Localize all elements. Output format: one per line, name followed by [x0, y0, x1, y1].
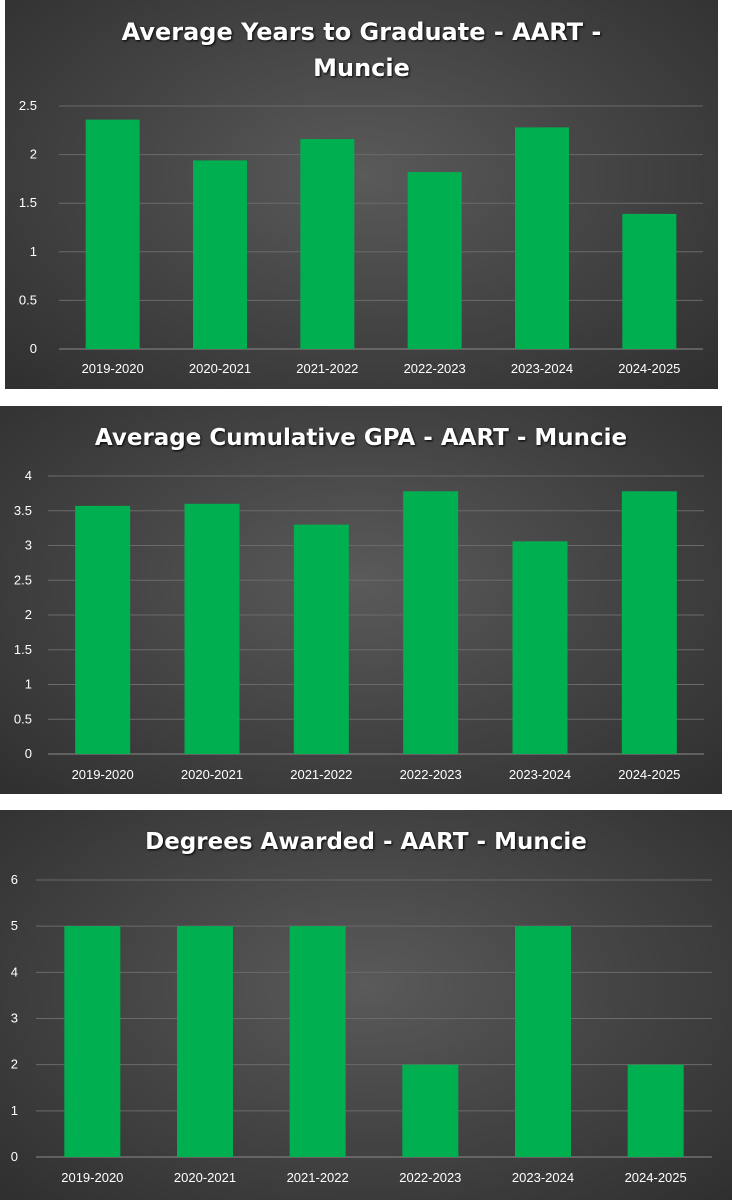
x-tick-label: 2022-2023 [399, 1170, 461, 1185]
bar [402, 1064, 459, 1157]
x-tick-label: 2024-2025 [618, 361, 680, 376]
chart-title: Degrees Awarded - AART - Muncie [145, 829, 587, 855]
x-tick-label: 2021-2022 [296, 361, 358, 376]
chart-title: Average Cumulative GPA - AART - Muncie [94, 425, 628, 451]
y-tick-label: 3 [11, 1011, 18, 1026]
y-tick-label: 0 [11, 1149, 18, 1164]
y-tick-label: 2 [30, 147, 37, 162]
bar [621, 491, 677, 754]
y-tick-label: 2.5 [19, 98, 37, 113]
bar-chart-svg: 0 0.5 1 1.5 2 2.5 3 3.5 4 2019-2020 2020-2021 2021-… [14, 468, 704, 782]
chart-degrees-awarded: Degrees Awarded - AART - Muncie 0 1 2 3 4 5 6 2… [0, 810, 732, 1200]
bar [177, 926, 233, 1157]
y-tick-label: 1.5 [19, 195, 37, 210]
y-tick-label: 1 [30, 244, 37, 259]
x-tick-label: 2019-2020 [82, 361, 144, 376]
bar [184, 503, 240, 754]
bar [85, 119, 140, 349]
y-tick-label: 1 [25, 677, 32, 692]
bar [293, 524, 349, 754]
bar [403, 491, 459, 754]
bar [515, 926, 571, 1157]
chart-title: Average Years to Graduate - AART - Munci… [121, 18, 602, 82]
y-tick-label: 1 [11, 1103, 18, 1118]
bar [622, 213, 677, 349]
chart-years-to-graduate: Average Years to Graduate - AART - Munci… [5, 0, 718, 389]
y-tick-label: 0.5 [19, 292, 37, 307]
x-tick-label: 2024-2025 [625, 1170, 687, 1185]
y-tick-label: 2.5 [14, 572, 32, 587]
x-tick-label: 2023-2024 [512, 1170, 574, 1185]
x-tick-label: 2019-2020 [61, 1170, 123, 1185]
y-tick-label: 6 [11, 872, 18, 887]
y-tick-label: 0 [25, 746, 32, 761]
bar [193, 160, 247, 349]
x-tick-label: 2020-2021 [181, 767, 243, 782]
bar [300, 139, 355, 349]
bar [75, 505, 131, 754]
y-tick-label: 2 [25, 607, 32, 622]
chart-cumulative-gpa: Average Cumulative GPA - AART - Muncie 0… [0, 406, 722, 794]
y-tick-label: 2 [11, 1057, 18, 1072]
x-tick-label: 2020-2021 [189, 361, 251, 376]
bar-chart-svg: 0 0.5 1 1.5 2 2.5 2019-2020 2020-2021 2021-2022 2… [19, 98, 703, 376]
x-tick-label: 2022-2023 [404, 361, 466, 376]
y-tick-label: 4 [11, 964, 18, 979]
y-tick-label: 4 [25, 468, 32, 483]
x-tick-label: 2023-2024 [509, 767, 571, 782]
x-tick-label: 2020-2021 [174, 1170, 236, 1185]
bar [512, 541, 568, 754]
x-tick-label: 2021-2022 [287, 1170, 349, 1185]
bar [515, 127, 569, 349]
x-tick-label: 2022-2023 [400, 767, 462, 782]
x-tick-label: 2023-2024 [511, 361, 573, 376]
bar [407, 172, 462, 349]
bar [627, 1064, 684, 1157]
x-tick-label: 2024-2025 [618, 767, 680, 782]
bar [289, 926, 346, 1157]
y-tick-label: 5 [11, 918, 18, 933]
bar [64, 926, 121, 1157]
y-tick-label: 3.5 [14, 503, 32, 518]
y-tick-label: 3 [25, 538, 32, 553]
y-tick-label: 0 [30, 341, 37, 356]
bar-chart-svg: 0 1 2 3 4 5 6 2019-2020 2020-2021 2021-2022 2022-2… [11, 872, 712, 1185]
y-tick-label: 0.5 [14, 711, 32, 726]
y-tick-label: 1.5 [14, 642, 32, 657]
x-tick-label: 2021-2022 [290, 767, 352, 782]
x-tick-label: 2019-2020 [72, 767, 134, 782]
